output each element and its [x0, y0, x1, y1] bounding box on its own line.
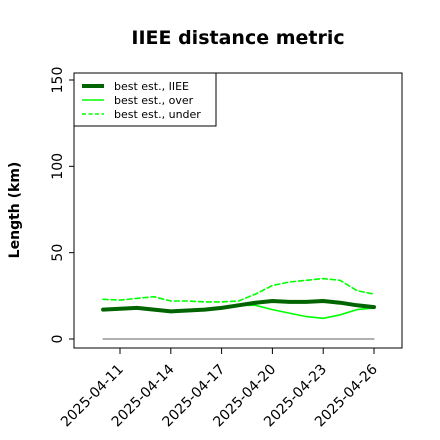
- plot-frame: [73, 72, 403, 349]
- plot-area: [101, 277, 376, 340]
- legend-label-2: best est., under: [114, 108, 201, 121]
- legend-label-1: best est., over: [114, 94, 194, 107]
- series-line-0: [101, 299, 376, 314]
- series-line-2: [102, 277, 375, 303]
- y-tick-label-3: 150: [50, 67, 66, 94]
- y-axis-title: Length (km): [7, 162, 23, 259]
- y-tick-label-0: 0: [50, 335, 66, 344]
- legend-label-0: best est., IIEE: [114, 80, 189, 93]
- chart-title: IIEE distance metric: [131, 27, 344, 49]
- y-tick-label-2: 100: [50, 153, 66, 180]
- y-tick-label-1: 50: [50, 244, 66, 262]
